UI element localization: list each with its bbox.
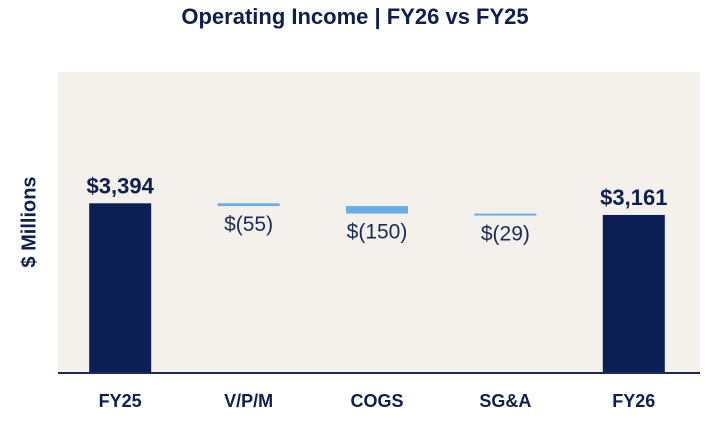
data-label-fy26: $3,161 bbox=[600, 185, 667, 210]
data-label-sg-a: $(29) bbox=[481, 223, 530, 246]
bar-fy25 bbox=[89, 203, 152, 373]
x-tick-label-fy25: FY25 bbox=[99, 391, 142, 411]
x-tick-label-sg-a: SG&A bbox=[479, 391, 531, 411]
data-label-cogs: $(150) bbox=[347, 221, 408, 244]
plot-background bbox=[58, 72, 700, 374]
bar-cogs bbox=[346, 206, 408, 214]
bar-fy26 bbox=[602, 214, 665, 373]
bar-sg-a bbox=[474, 213, 537, 216]
chart-title: Operating Income | FY26 vs FY25 bbox=[181, 4, 529, 29]
x-tick-label-v-p-m: V/P/M bbox=[224, 391, 273, 411]
data-label-fy25: $3,394 bbox=[87, 173, 155, 198]
bar-v-p-m bbox=[217, 203, 280, 207]
x-tick-label-fy26: FY26 bbox=[612, 391, 655, 411]
data-label-v-p-m: $(55) bbox=[224, 213, 273, 236]
x-tick-label-cogs: COGS bbox=[350, 391, 403, 411]
